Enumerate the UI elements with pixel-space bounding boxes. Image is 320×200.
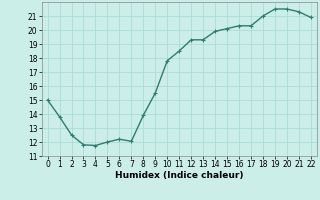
X-axis label: Humidex (Indice chaleur): Humidex (Indice chaleur) (115, 171, 244, 180)
